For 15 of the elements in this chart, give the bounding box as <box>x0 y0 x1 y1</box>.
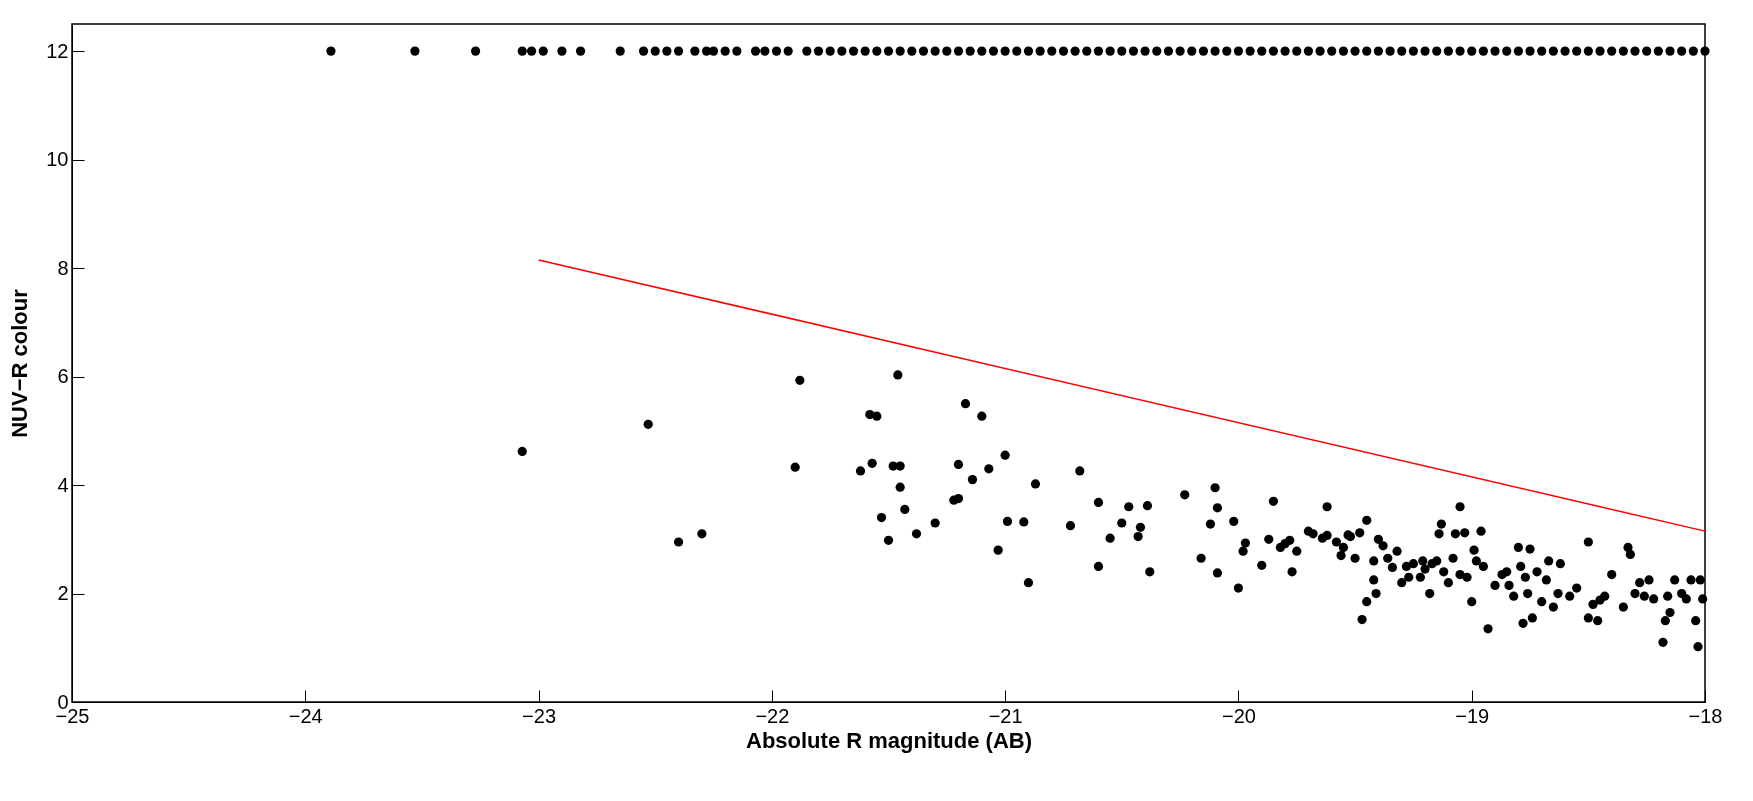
y-tick-label: 10 <box>46 148 69 171</box>
x-tick-label: −20 <box>1221 704 1256 727</box>
y-tick-label: 2 <box>57 582 69 605</box>
x-tick-label: −21 <box>988 704 1023 727</box>
y-tick-label: 12 <box>46 39 69 62</box>
y-tick-label: 6 <box>57 365 69 388</box>
y-tick-label: 4 <box>57 473 69 496</box>
x-axis-title: Absolute R magnitude (AB) <box>746 727 1032 753</box>
y-tick-label: 8 <box>57 256 69 279</box>
x-tick-label: −19 <box>1455 704 1490 727</box>
x-tick-label: −23 <box>522 704 557 727</box>
x-tick-label: −22 <box>755 704 790 727</box>
y-axis-title: NUV−R colour <box>7 288 33 438</box>
x-tick-label: −24 <box>288 704 323 727</box>
x-tick-label: −18 <box>1688 704 1723 727</box>
